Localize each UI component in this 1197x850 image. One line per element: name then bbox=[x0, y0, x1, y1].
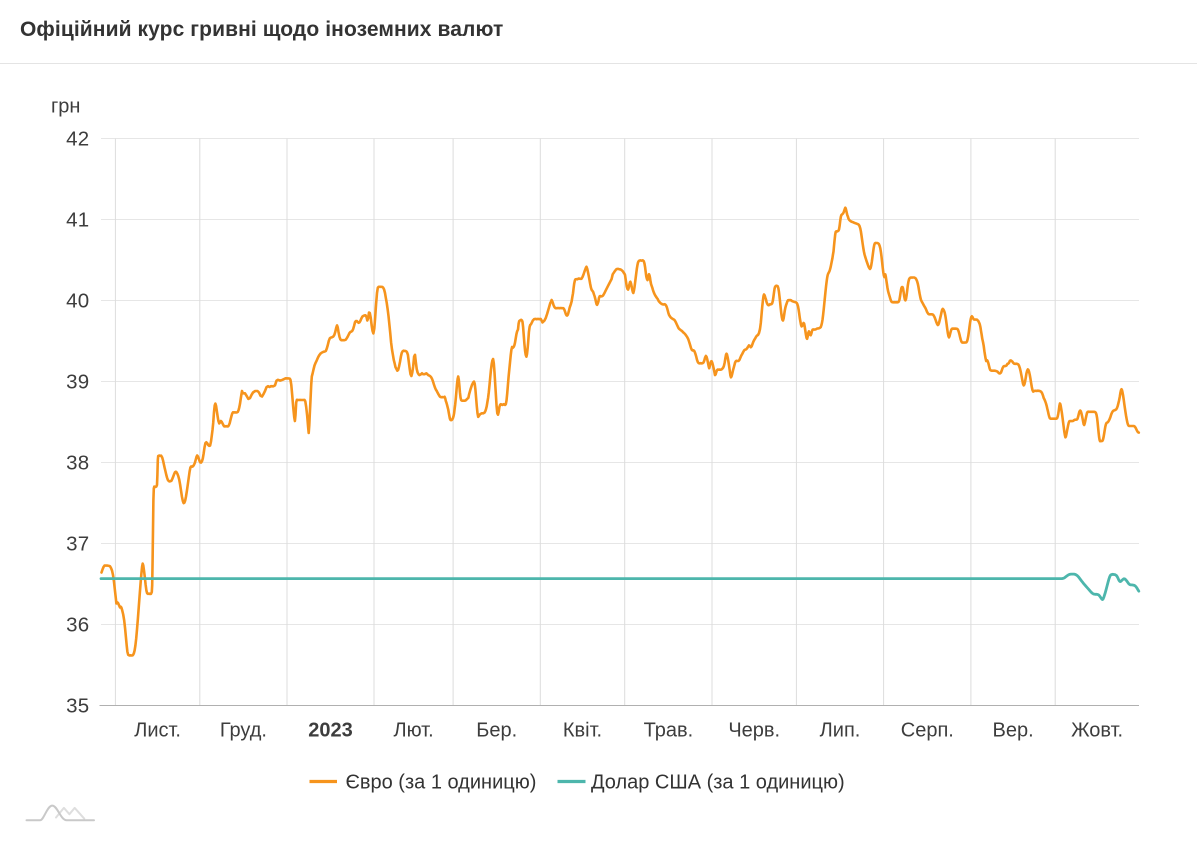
svg-text:40: 40 bbox=[66, 289, 89, 312]
svg-text:Черв.: Черв. bbox=[728, 720, 780, 742]
svg-text:41: 41 bbox=[66, 208, 89, 231]
svg-text:37: 37 bbox=[66, 532, 89, 555]
svg-text:Серп.: Серп. bbox=[901, 720, 954, 742]
svg-text:Жовт.: Жовт. bbox=[1071, 720, 1123, 742]
svg-text:Лист.: Лист. bbox=[134, 720, 181, 742]
svg-text:грн: грн bbox=[51, 96, 80, 118]
svg-text:Лип.: Лип. bbox=[820, 720, 861, 742]
svg-text:Бер.: Бер. bbox=[476, 720, 517, 742]
svg-text:42: 42 bbox=[66, 127, 89, 150]
svg-text:Квіт.: Квіт. bbox=[563, 720, 602, 742]
svg-text:35: 35 bbox=[66, 694, 89, 717]
svg-text:Вер.: Вер. bbox=[993, 720, 1034, 742]
svg-text:38: 38 bbox=[66, 451, 89, 474]
svg-text:Трав.: Трав. bbox=[644, 720, 694, 742]
svg-text:2023: 2023 bbox=[308, 720, 353, 742]
svg-text:Євро (за 1 одиницю): Євро (за 1 одиницю) bbox=[346, 772, 537, 794]
svg-text:39: 39 bbox=[66, 370, 89, 393]
svg-text:Лют.: Лют. bbox=[394, 720, 434, 742]
svg-text:36: 36 bbox=[66, 613, 89, 636]
svg-text:Долар США (за 1 одиницю): Долар США (за 1 одиницю) bbox=[591, 772, 845, 794]
svg-text:Груд.: Груд. bbox=[220, 720, 267, 742]
